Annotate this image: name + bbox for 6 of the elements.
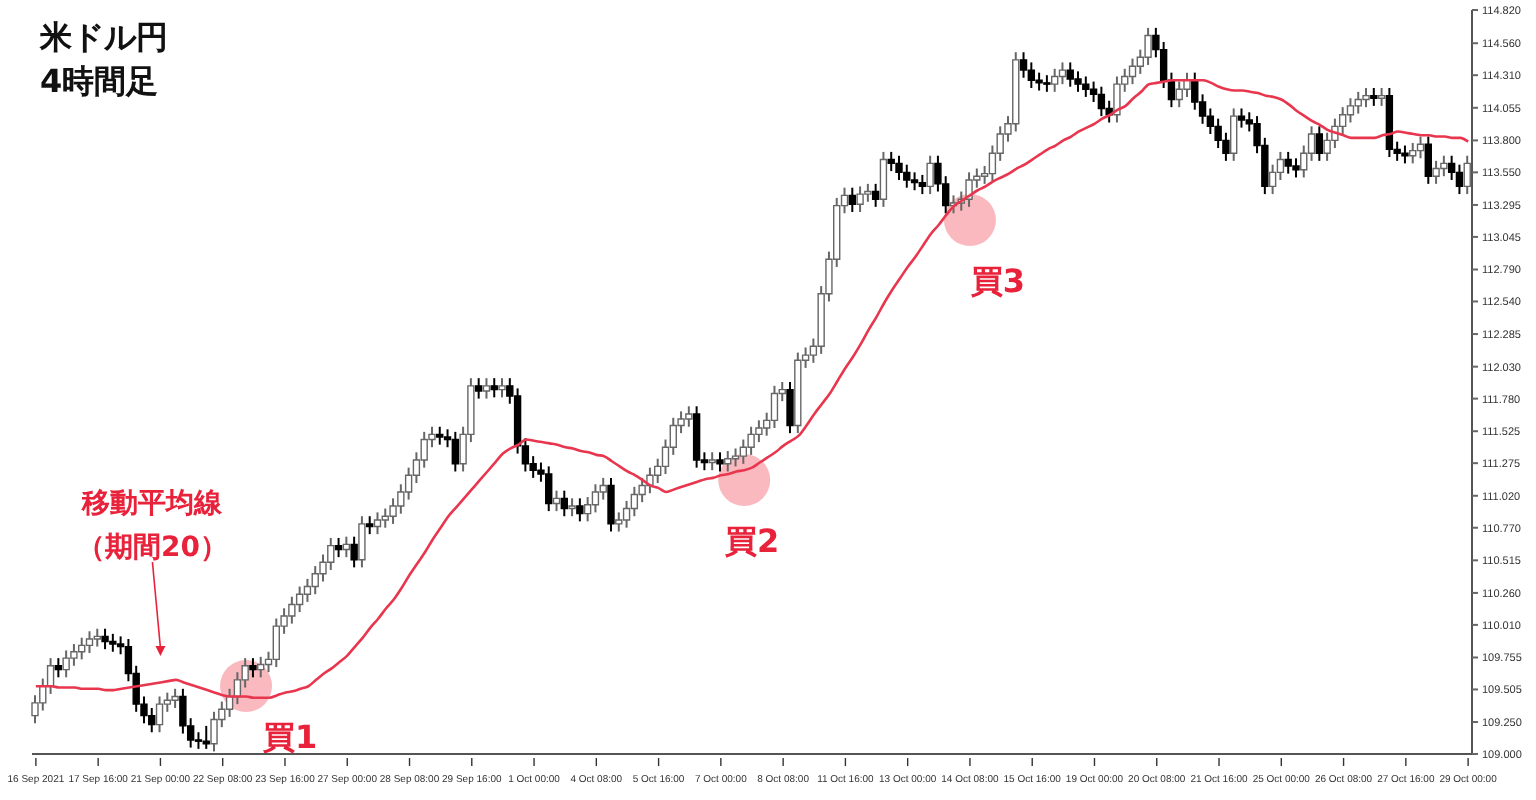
chart-title: 米ドル円: [38, 18, 168, 56]
annotation: 移動平均線（期間20）: [76, 488, 228, 564]
annotation: 買3: [968, 262, 1026, 300]
annotation: 買2: [723, 522, 780, 560]
annotation: 買1: [260, 718, 318, 756]
text: 4時間足: [40, 62, 159, 100]
